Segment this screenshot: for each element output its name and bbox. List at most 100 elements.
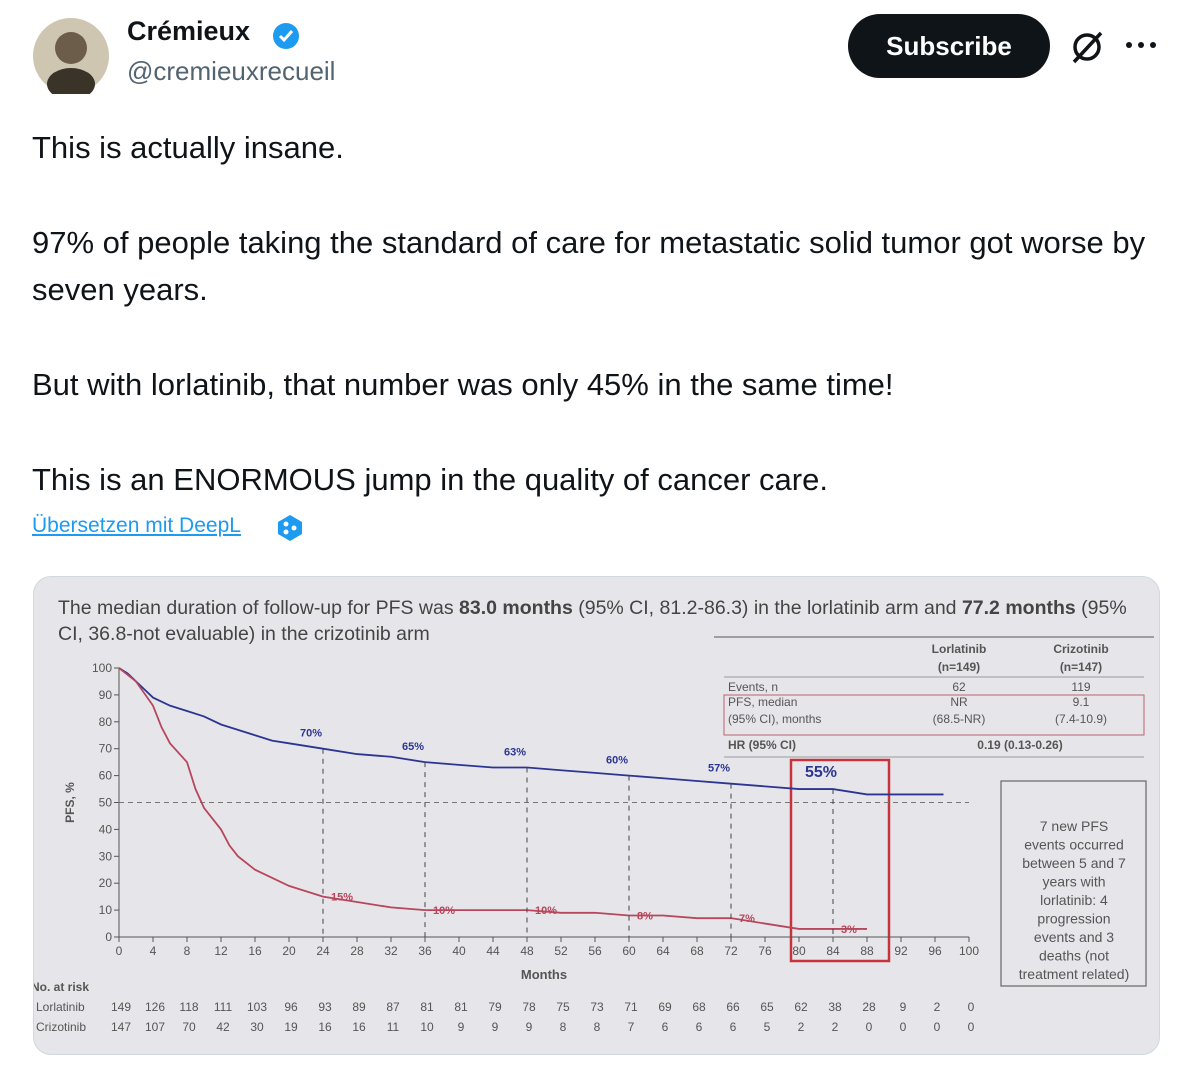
avatar[interactable] [33, 18, 109, 94]
survival-curve [118, 667, 867, 930]
at-risk-count: 118 [179, 1000, 198, 1014]
x-tick-label: 4 [150, 944, 157, 958]
x-tick-label: 44 [486, 944, 500, 958]
chart-image[interactable]: The median duration of follow-up for PFS… [33, 576, 1160, 1055]
at-risk-count: 89 [352, 1000, 366, 1014]
x-tick-label: 84 [826, 944, 840, 958]
table-header: Lorlatinib [932, 642, 987, 656]
at-risk-count: 71 [624, 1000, 638, 1014]
y-tick-label: 50 [99, 796, 113, 810]
caption-part: 83.0 months [459, 597, 573, 619]
x-tick-label: 28 [350, 944, 364, 958]
table-box [723, 694, 1145, 736]
table-row-label: HR (95% CI) [728, 738, 796, 752]
x-tick-label: 88 [860, 944, 874, 958]
at-risk-count: 16 [352, 1020, 366, 1034]
table-cell: (7.4-10.9) [1055, 712, 1107, 726]
tweet-paragraph: But with lorlatinib, that number was onl… [32, 367, 894, 402]
at-risk-count: 7 [628, 1020, 635, 1034]
at-risk-count: 6 [730, 1020, 737, 1034]
at-risk-count: 81 [454, 1000, 468, 1014]
x-tick-label: 48 [520, 944, 534, 958]
at-risk-count: 42 [216, 1020, 230, 1034]
note-line: 7 new PFS [1040, 818, 1108, 834]
at-risk-label: Lorlatinib [36, 1000, 85, 1014]
y-axis-label: PFS, % [63, 782, 77, 823]
highlight-box [789, 758, 891, 963]
y-tick-label: 40 [99, 822, 113, 836]
at-risk-count: 79 [488, 1000, 502, 1014]
x-tick-label: 52 [554, 944, 568, 958]
deepl-icon [278, 515, 302, 541]
at-risk-count: 8 [594, 1020, 601, 1034]
annotation-label: 10% [535, 905, 557, 917]
table-cell: 62 [952, 680, 966, 694]
at-risk-count: 111 [214, 1000, 233, 1014]
note-line: deaths (not [1039, 948, 1109, 964]
chart-caption: The median duration of follow-up for PFS… [58, 595, 1148, 647]
table-header: (n=149) [938, 660, 980, 674]
at-risk-count: 75 [556, 1000, 570, 1014]
x-tick-label: 20 [282, 944, 296, 958]
grok-icon[interactable] [1068, 28, 1106, 66]
at-risk-count: 11 [387, 1020, 400, 1034]
at-risk-count: 28 [862, 1000, 876, 1014]
x-tick-label: 40 [452, 944, 466, 958]
at-risk-count: 69 [658, 1000, 672, 1014]
x-tick-label: 0 [116, 944, 123, 958]
y-tick-label: 100 [92, 661, 112, 675]
at-risk-count: 2 [798, 1020, 805, 1034]
table-header: Crizotinib [1053, 642, 1108, 656]
caption-part: (95% CI, 81.2-86.3) in the lorlatinib ar… [572, 597, 962, 619]
annotation-label: 15% [331, 892, 353, 904]
caption-part: (95% CI, 36.8-not evaluable) in the criz… [58, 597, 1127, 645]
y-tick-label: 90 [99, 688, 113, 702]
note-line: treatment related) [1019, 966, 1130, 982]
at-risk-count: 66 [726, 1000, 740, 1014]
at-risk-count: 149 [111, 1000, 131, 1014]
table-row-label: PFS, median [728, 695, 797, 709]
author-name[interactable]: Crémieux [127, 16, 251, 46]
x-tick-label: 24 [316, 944, 330, 958]
at-risk-count: 2 [832, 1020, 839, 1034]
y-tick-label: 30 [99, 849, 113, 863]
note-line: progression [1037, 911, 1110, 927]
x-tick-label: 36 [418, 944, 432, 958]
y-tick-label: 60 [99, 769, 113, 783]
translate-link[interactable]: Übersetzen mit DeepL [32, 514, 241, 537]
at-risk-count: 78 [522, 1000, 536, 1014]
annotation-label: 57% [708, 763, 730, 775]
y-tick-label: 10 [99, 903, 113, 917]
table-cell: 9.1 [1073, 695, 1090, 709]
table-cell: 119 [1071, 680, 1090, 694]
x-tick-label: 60 [622, 944, 636, 958]
at-risk-count: 6 [662, 1020, 669, 1034]
annotation-label: 65% [402, 741, 424, 753]
note-line: lorlatinib: 4 [1040, 892, 1108, 908]
note-box [1000, 780, 1147, 987]
table-row-label: Events, n [728, 680, 778, 694]
x-tick-label: 92 [894, 944, 908, 958]
more-menu[interactable] [1124, 38, 1158, 52]
note-line: between 5 and 7 [1022, 855, 1126, 871]
x-tick-label: 76 [758, 944, 772, 958]
at-risk-count: 10 [420, 1020, 434, 1034]
at-risk-count: 70 [182, 1020, 196, 1034]
at-risk-title: No. at risk [34, 980, 89, 994]
at-risk-count: 9 [458, 1020, 465, 1034]
author-handle[interactable]: @cremieuxrecueil [127, 56, 336, 86]
at-risk-count: 30 [250, 1020, 264, 1034]
subscribe-button[interactable]: Subscribe [848, 14, 1050, 78]
annotation-label: 3% [841, 924, 857, 936]
x-tick-label: 96 [928, 944, 942, 958]
y-tick-label: 0 [105, 930, 112, 944]
annotation-label: 10% [433, 905, 455, 917]
caption-part: 77.2 months [961, 597, 1076, 619]
x-tick-label: 16 [248, 944, 262, 958]
at-risk-count: 6 [696, 1020, 703, 1034]
x-tick-label: 64 [656, 944, 670, 958]
table-header: (n=147) [1060, 660, 1102, 674]
at-risk-count: 38 [828, 1000, 842, 1014]
at-risk-count: 68 [692, 1000, 706, 1014]
